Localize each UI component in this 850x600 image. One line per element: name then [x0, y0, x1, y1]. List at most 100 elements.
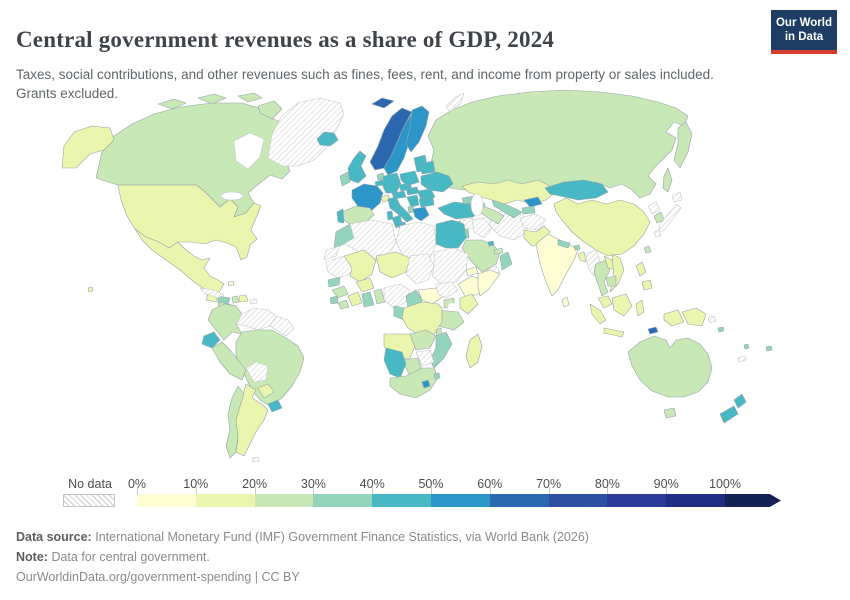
legend-segment[interactable] — [607, 494, 667, 507]
country-cote-divoire[interactable] — [347, 291, 363, 307]
country-bahamas[interactable] — [227, 280, 235, 287]
country-usa-hawaii[interactable] — [87, 286, 94, 293]
country-greenland[interactable] — [267, 97, 345, 167]
country-japan-kyushu[interactable] — [653, 229, 662, 238]
legend-segment[interactable] — [666, 494, 725, 507]
country-puerto-rico[interactable] — [249, 298, 258, 305]
country-south-africa[interactable] — [389, 367, 439, 399]
country-burkina-faso[interactable] — [355, 277, 375, 293]
country-iraq[interactable] — [471, 217, 493, 239]
country-iceland[interactable] — [316, 131, 339, 147]
country-paraguay[interactable] — [257, 383, 275, 399]
owid-logo[interactable]: Our World in Data — [771, 10, 837, 54]
legend-segment[interactable] — [372, 494, 431, 507]
country-novaya-zemlya[interactable] — [445, 92, 465, 113]
country-togo[interactable] — [373, 288, 386, 305]
country-uzbekistan[interactable] — [491, 199, 523, 219]
country-serbia[interactable] — [406, 194, 420, 208]
legend-segment[interactable] — [195, 494, 255, 507]
country-sri-lanka[interactable] — [561, 296, 570, 308]
country-usa-alaska[interactable] — [61, 125, 115, 169]
country-netherlands[interactable] — [376, 172, 385, 181]
country-mongolia[interactable] — [544, 179, 609, 201]
country-japan-hokkaido[interactable] — [671, 191, 683, 203]
country-mali[interactable] — [343, 249, 377, 283]
country-saudi-arabia[interactable] — [461, 239, 501, 273]
country-china[interactable] — [553, 197, 651, 257]
country-fiji[interactable] — [765, 345, 773, 352]
country-canada-island3[interactable] — [237, 92, 263, 103]
country-sierra-leone[interactable] — [329, 295, 339, 305]
country-new-caledonia[interactable] — [737, 355, 747, 363]
country-greece[interactable] — [412, 206, 430, 222]
country-india[interactable] — [535, 233, 579, 297]
country-western-sahara[interactable] — [323, 245, 341, 261]
country-solomon-islands[interactable] — [717, 326, 725, 333]
country-chile[interactable] — [225, 385, 245, 459]
country-canada-island1[interactable] — [157, 98, 187, 110]
country-indonesia-sulawesi[interactable] — [635, 299, 645, 317]
country-chad[interactable] — [405, 253, 435, 285]
country-guyana[interactable] — [269, 315, 295, 337]
country-senegal[interactable] — [327, 276, 341, 288]
country-russia[interactable] — [427, 89, 689, 199]
country-uruguay[interactable] — [267, 399, 283, 413]
country-kuwait[interactable] — [487, 240, 495, 247]
country-liberia[interactable] — [337, 299, 350, 310]
legend-arrow-segment[interactable] — [725, 494, 781, 507]
country-belgium[interactable] — [374, 179, 384, 187]
country-eswatini[interactable] — [433, 372, 441, 380]
country-nz-south[interactable] — [719, 405, 739, 424]
country-new-britain[interactable] — [707, 315, 717, 324]
country-venezuela[interactable] — [235, 307, 277, 331]
country-mozambique[interactable] — [429, 331, 453, 369]
legend-segment[interactable] — [548, 494, 608, 507]
country-south-sudan[interactable] — [435, 281, 459, 299]
country-somalia[interactable] — [477, 269, 501, 297]
country-france[interactable] — [351, 183, 384, 212]
country-bulgaria[interactable] — [418, 196, 435, 208]
country-nepal[interactable] — [557, 239, 571, 249]
country-poland[interactable] — [399, 170, 420, 187]
country-tajikistan[interactable] — [521, 205, 536, 215]
country-nigeria[interactable] — [383, 283, 411, 309]
license-link[interactable]: OurWorldinData.org/government-spending |… — [16, 570, 300, 584]
country-timor-leste[interactable] — [647, 326, 659, 335]
country-germany[interactable] — [381, 172, 402, 194]
country-guinea[interactable] — [331, 285, 349, 299]
country-zimbabwe[interactable] — [415, 349, 435, 367]
country-finland[interactable] — [405, 105, 430, 153]
country-cambodia[interactable] — [605, 275, 617, 287]
country-portugal[interactable] — [336, 208, 345, 224]
country-svalbard[interactable] — [371, 97, 395, 109]
country-peru[interactable] — [211, 341, 247, 381]
country-madagascar[interactable] — [465, 333, 483, 369]
country-dominican-republic[interactable] — [238, 294, 249, 303]
legend-segment[interactable] — [137, 494, 196, 507]
legend-segment[interactable] — [431, 494, 490, 507]
country-afghanistan[interactable] — [519, 213, 547, 231]
country-philippines-mindanao[interactable] — [641, 279, 653, 291]
country-bangladesh[interactable] — [577, 251, 587, 263]
country-vanuatu[interactable] — [743, 343, 750, 350]
country-cuba[interactable] — [199, 287, 225, 299]
country-haiti[interactable] — [231, 295, 240, 304]
country-philippines-luzon[interactable] — [635, 261, 647, 277]
country-oman[interactable] — [499, 251, 513, 271]
legend-no-data-swatch[interactable] — [63, 494, 115, 507]
country-falklands[interactable] — [251, 456, 260, 463]
country-egypt[interactable] — [435, 219, 467, 249]
country-lesotho[interactable] — [421, 379, 431, 389]
country-indonesia-sumatra[interactable] — [589, 303, 607, 325]
country-nz-north[interactable] — [733, 393, 747, 409]
country-sudan[interactable] — [431, 247, 469, 285]
legend-segment[interactable] — [489, 494, 549, 507]
country-drc[interactable] — [401, 301, 443, 337]
country-australia-tasmania[interactable] — [663, 407, 677, 419]
country-mexico[interactable] — [134, 228, 225, 295]
country-canada-island2[interactable] — [197, 93, 227, 105]
country-kenya[interactable] — [459, 293, 479, 315]
country-zambia[interactable] — [409, 329, 437, 351]
country-ghana[interactable] — [361, 291, 375, 308]
legend-segment[interactable] — [313, 494, 373, 507]
